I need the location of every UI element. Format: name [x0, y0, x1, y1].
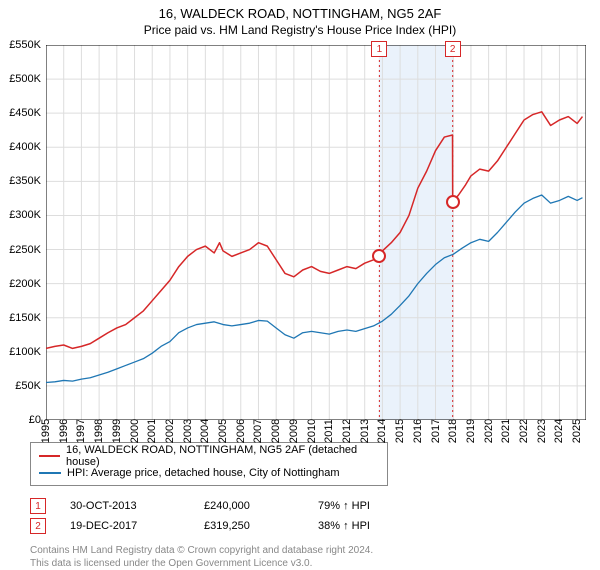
- y-axis-label: £450K: [9, 107, 41, 119]
- x-axis-label: 2001: [146, 419, 158, 443]
- sale-marker-box: 2: [30, 518, 46, 534]
- x-axis-label: 2014: [376, 419, 388, 443]
- x-axis-label: 1999: [111, 419, 123, 443]
- sale-price: £240,000: [204, 500, 294, 512]
- x-axis-label: 2005: [217, 419, 229, 443]
- x-axis-label: 2017: [430, 419, 442, 443]
- y-axis-label: £300K: [9, 209, 41, 221]
- y-axis-label: £100K: [9, 346, 41, 358]
- x-axis-label: 1995: [40, 419, 52, 443]
- y-axis-label: £550K: [9, 39, 41, 51]
- chart-title: 16, WALDECK ROAD, NOTTINGHAM, NG5 2AF: [0, 6, 600, 21]
- legend-item: 16, WALDECK ROAD, NOTTINGHAM, NG5 2AF (d…: [39, 447, 379, 464]
- x-axis-label: 2020: [483, 419, 495, 443]
- x-axis-label: 1998: [93, 419, 105, 443]
- x-axis-label: 2012: [341, 419, 353, 443]
- x-axis-label: 2015: [394, 419, 406, 443]
- x-axis-label: 2011: [323, 419, 335, 443]
- legend-swatch: [39, 472, 61, 474]
- x-axis-label: 2009: [288, 419, 300, 443]
- sale-row: 2 19-DEC-2017 £319,250 38% ↑ HPI: [30, 516, 600, 536]
- legend-label: 16, WALDECK ROAD, NOTTINGHAM, NG5 2AF (d…: [66, 444, 379, 468]
- chart-container: 16, WALDECK ROAD, NOTTINGHAM, NG5 2AF Pr…: [0, 0, 600, 570]
- x-axis-label: 2018: [447, 419, 459, 443]
- plot-area: £0£50K£100K£150K£200K£250K£300K£350K£400…: [46, 45, 586, 420]
- sale-vs-hpi: 79% ↑ HPI: [318, 500, 370, 512]
- sale-marker-box: 1: [30, 498, 46, 514]
- y-axis-label: £150K: [9, 312, 41, 324]
- x-axis-label: 2000: [129, 419, 141, 443]
- sale-marker-2: 2: [445, 41, 461, 57]
- x-axis-label: 2024: [553, 419, 565, 443]
- attribution: Contains HM Land Registry data © Crown c…: [30, 544, 600, 570]
- y-axis-label: £250K: [9, 244, 41, 256]
- x-axis-label: 2022: [518, 419, 530, 443]
- x-axis-label: 2006: [235, 419, 247, 443]
- attribution-line: This data is licensed under the Open Gov…: [30, 557, 600, 570]
- x-axis-label: 2021: [500, 419, 512, 443]
- y-axis-label: £500K: [9, 73, 41, 85]
- sale-point-1: [372, 249, 386, 263]
- sale-marker-1: 1: [371, 41, 387, 57]
- sale-date: 30-OCT-2013: [70, 500, 180, 512]
- legend-swatch: [39, 455, 60, 457]
- x-axis-label: 2002: [164, 419, 176, 443]
- legend: 16, WALDECK ROAD, NOTTINGHAM, NG5 2AF (d…: [30, 442, 388, 486]
- x-axis-label: 2023: [536, 419, 548, 443]
- y-axis-label: £400K: [9, 141, 41, 153]
- sale-vs-hpi: 38% ↑ HPI: [318, 520, 370, 532]
- x-axis-label: 1997: [75, 419, 87, 443]
- x-axis-label: 1996: [58, 419, 70, 443]
- x-axis-label: 2010: [306, 419, 318, 443]
- x-axis-label: 2003: [182, 419, 194, 443]
- y-axis-label: £350K: [9, 175, 41, 187]
- plot-svg: [46, 45, 586, 420]
- chart-subtitle: Price paid vs. HM Land Registry's House …: [0, 23, 600, 37]
- sale-row: 1 30-OCT-2013 £240,000 79% ↑ HPI: [30, 496, 600, 516]
- title-area: 16, WALDECK ROAD, NOTTINGHAM, NG5 2AF Pr…: [0, 0, 600, 37]
- x-axis-label: 2007: [252, 419, 264, 443]
- y-axis-label: £200K: [9, 278, 41, 290]
- legend-item: HPI: Average price, detached house, City…: [39, 464, 379, 481]
- sale-price: £319,250: [204, 520, 294, 532]
- sale-point-2: [446, 195, 460, 209]
- x-axis-label: 2013: [359, 419, 371, 443]
- x-axis-label: 2016: [412, 419, 424, 443]
- x-axis-label: 2019: [465, 419, 477, 443]
- x-axis-label: 2008: [270, 419, 282, 443]
- legend-label: HPI: Average price, detached house, City…: [67, 467, 340, 479]
- attribution-line: Contains HM Land Registry data © Crown c…: [30, 544, 600, 557]
- sales-table: 1 30-OCT-2013 £240,000 79% ↑ HPI 2 19-DEC-201…: [30, 496, 600, 536]
- sale-date: 19-DEC-2017: [70, 520, 180, 532]
- x-axis-label: 2004: [199, 419, 211, 443]
- y-axis-label: £50K: [15, 380, 41, 392]
- x-axis-label: 2025: [571, 419, 583, 443]
